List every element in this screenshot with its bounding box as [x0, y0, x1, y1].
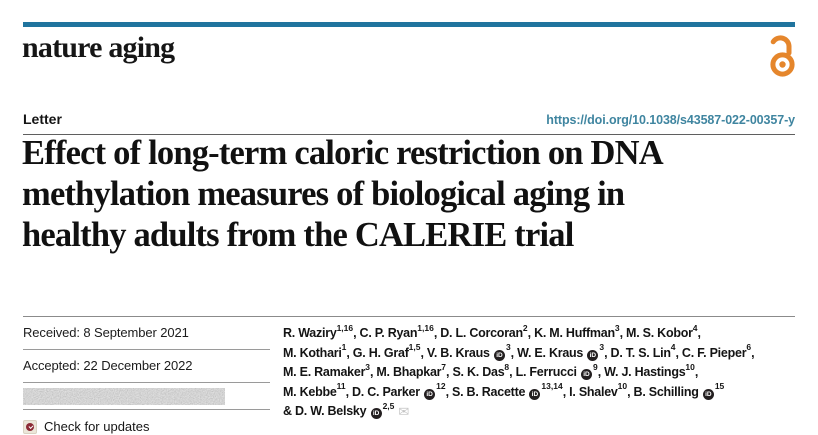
affiliation-superscript: 2,5	[382, 400, 395, 411]
affiliation-superscript: 10	[685, 361, 695, 372]
affiliation-superscript: 4	[692, 322, 698, 333]
author-line: & D. W. Belsky iD2,5 ✉	[283, 400, 410, 419]
doi-link[interactable]: https://doi.org/10.1038/s43587-022-00357…	[546, 113, 795, 127]
title-line: healthy adults from the CALERIE trial	[22, 216, 574, 254]
author-line: R. Waziry1,16, C. P. Ryan1,16, D. L. Cor…	[283, 322, 701, 340]
affiliation-superscript: 3	[505, 342, 511, 353]
envelope-icon[interactable]: ✉	[398, 404, 410, 419]
affiliation-superscript: 1,5	[408, 342, 421, 353]
author-line: M. Kebbe11, D. C. Parker iD12, S. B. Rac…	[283, 381, 725, 400]
affiliation-superscript: 4	[670, 342, 676, 353]
affiliation-superscript: 8	[504, 361, 510, 372]
affiliation-superscript: 7	[441, 361, 447, 372]
orcid-icon[interactable]: iD	[493, 349, 505, 361]
article-type-label: Letter	[23, 111, 62, 127]
journal-wordmark: nature aging	[22, 31, 175, 64]
affiliation-superscript: 6	[746, 342, 752, 353]
redacted-publication-date-row	[23, 383, 270, 410]
affiliation-superscript: 13,14	[541, 381, 563, 392]
brand-bar	[23, 22, 795, 27]
affiliation-superscript: 1,16	[336, 322, 354, 333]
crossmark-icon	[23, 419, 37, 434]
affiliation-superscript: 15	[714, 381, 725, 392]
redacted-publication-date	[23, 388, 225, 405]
affiliation-superscript: 1	[341, 342, 347, 353]
orcid-icon[interactable]: iD	[370, 408, 382, 419]
affiliation-superscript: 3	[365, 361, 370, 372]
affiliation-superscript: 11	[336, 381, 346, 392]
history-column: Received: 8 September 2021 Accepted: 22 …	[23, 317, 270, 435]
affiliation-superscript: 3	[614, 322, 620, 333]
author-list: R. Waziry1,16, C. P. Ryan1,16, D. L. Cor…	[283, 317, 795, 435]
affiliation-superscript: 3	[599, 342, 605, 353]
accepted-date: Accepted: 22 December 2022	[23, 350, 270, 383]
author-line: M. E. Ramaker3, M. Bhapkar7, S. K. Das8,…	[283, 361, 699, 380]
orcid-icon[interactable]: iD	[580, 369, 592, 380]
orcid-icon[interactable]: iD	[424, 388, 436, 400]
check-for-updates-label: Check for updates	[44, 419, 150, 434]
page-title: Effect of long-term caloric restriction …	[22, 133, 802, 256]
meta-columns: Received: 8 September 2021 Accepted: 22 …	[23, 316, 795, 435]
orcid-icon[interactable]: iD	[587, 349, 599, 361]
article-header-row: Letter https://doi.org/10.1038/s43587-02…	[23, 100, 795, 135]
affiliation-superscript: 1,16	[417, 322, 434, 333]
orcid-icon[interactable]: iD	[529, 388, 541, 400]
author-line: M. Kothari1, G. H. Graf1,5, V. B. Kraus …	[283, 342, 755, 361]
affiliation-superscript: 2	[522, 322, 528, 333]
affiliation-superscript: 9	[592, 361, 598, 372]
check-for-updates-link[interactable]: Check for updates	[23, 410, 270, 434]
received-date: Received: 8 September 2021	[23, 317, 270, 350]
open-access-icon[interactable]	[767, 32, 798, 83]
title-line: methylation measures of biological aging…	[22, 175, 625, 213]
affiliation-superscript: 10	[617, 381, 628, 392]
orcid-icon[interactable]: iD	[702, 388, 714, 400]
title-line: Effect of long-term caloric restriction …	[22, 134, 664, 172]
affiliation-superscript: 12	[436, 381, 446, 392]
